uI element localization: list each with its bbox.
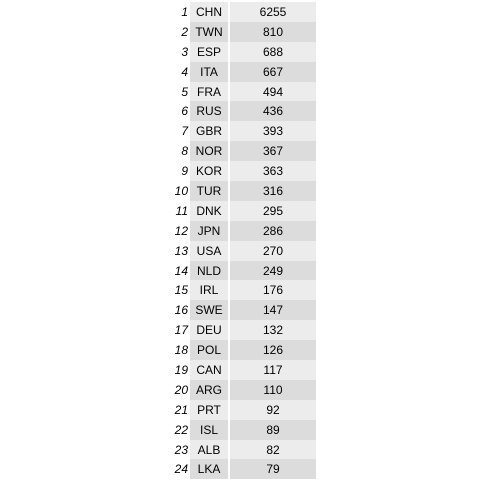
country-code-cell: IRL — [190, 280, 228, 301]
ranking-table: 1 CHN 6255 2 TWN 810 3 ESP 688 4 ITA 667 5 FRA 494 6 RUS… — [166, 2, 316, 480]
table-row: 6 RUS 436 — [166, 101, 316, 122]
value-cell: 810 — [230, 21, 316, 42]
country-code-cell: FRA — [190, 81, 228, 102]
table-row: 21 PRT 92 — [166, 399, 316, 420]
rank-cell: 20 — [174, 382, 188, 397]
rank-cell: 24 — [174, 462, 188, 477]
country-code-cell: LKA — [190, 459, 228, 480]
table-row: 7 GBR 393 — [166, 121, 316, 142]
country-code-cell: ARG — [190, 379, 228, 400]
country-code-cell: JPN — [190, 220, 228, 241]
rank-cell: 4 — [181, 64, 188, 79]
country-code-cell: NOR — [190, 141, 228, 162]
country-code-cell: CHN — [190, 2, 228, 22]
table-row: 11 DNK 295 — [166, 200, 316, 221]
table-row: 14 NLD 249 — [166, 260, 316, 281]
country-code-cell: ISL — [190, 419, 228, 440]
rank-cell: 18 — [174, 343, 188, 358]
value-cell: 92 — [230, 399, 316, 420]
rank-cell: 14 — [174, 263, 188, 278]
table-row: 16 SWE 147 — [166, 300, 316, 321]
value-cell: 494 — [230, 81, 316, 102]
table-row: 12 JPN 286 — [166, 220, 316, 241]
table-row: 9 KOR 363 — [166, 161, 316, 182]
table-row: 5 FRA 494 — [166, 81, 316, 102]
table-row: 1 CHN 6255 — [166, 2, 316, 22]
value-cell: 667 — [230, 61, 316, 82]
table-row: 24 LKA 79 — [166, 459, 316, 480]
rank-cell: 1 — [181, 4, 188, 19]
value-cell: 6255 — [230, 2, 316, 22]
rank-cell: 6 — [181, 104, 188, 119]
table-row: 13 USA 270 — [166, 240, 316, 261]
rank-cell: 17 — [174, 323, 188, 338]
country-code-cell: POL — [190, 340, 228, 361]
value-cell: 286 — [230, 220, 316, 241]
rank-cell: 22 — [174, 422, 188, 437]
table-row: 20 ARG 110 — [166, 379, 316, 400]
rank-cell: 21 — [174, 402, 188, 417]
table-row: 23 ALB 82 — [166, 439, 316, 460]
rank-cell: 11 — [175, 203, 188, 218]
value-cell: 249 — [230, 260, 316, 281]
country-code-cell: SWE — [190, 300, 228, 321]
country-code-cell: NLD — [190, 260, 228, 281]
rank-cell: 10 — [174, 183, 188, 198]
value-cell: 82 — [230, 439, 316, 460]
country-code-cell: ITA — [190, 61, 228, 82]
rank-cell: 7 — [181, 124, 188, 139]
rank-cell: 19 — [174, 362, 188, 377]
table-row: 4 ITA 667 — [166, 61, 316, 82]
country-code-cell: TUR — [190, 181, 228, 201]
value-cell: 393 — [230, 121, 316, 142]
value-cell: 436 — [230, 101, 316, 122]
value-cell: 363 — [230, 161, 316, 182]
value-cell: 126 — [230, 340, 316, 361]
value-cell: 367 — [230, 141, 316, 162]
value-cell: 110 — [230, 379, 316, 400]
table-row: 22 ISL 89 — [166, 419, 316, 440]
value-cell: 176 — [230, 280, 316, 301]
country-code-cell: PRT — [190, 399, 228, 420]
country-code-cell: KOR — [190, 161, 228, 182]
value-cell: 295 — [230, 200, 316, 221]
value-cell: 688 — [230, 41, 316, 62]
table-row: 8 NOR 367 — [166, 141, 316, 162]
table-row: 18 POL 126 — [166, 340, 316, 361]
country-code-cell: USA — [190, 240, 228, 261]
value-cell: 79 — [230, 459, 316, 480]
table-row: 2 TWN 810 — [166, 21, 316, 42]
country-code-cell: ESP — [190, 41, 228, 62]
rank-cell: 3 — [181, 44, 188, 59]
country-code-cell: ALB — [190, 439, 228, 460]
rank-cell: 16 — [174, 303, 188, 318]
rank-cell: 5 — [181, 84, 188, 99]
table-row: 3 ESP 688 — [166, 41, 316, 62]
table-row: 15 IRL 176 — [166, 280, 316, 301]
value-cell: 316 — [230, 181, 316, 201]
table-row: 19 CAN 117 — [166, 360, 316, 380]
rank-cell: 23 — [174, 442, 188, 457]
country-code-cell: DEU — [190, 320, 228, 341]
rank-cell: 13 — [174, 243, 188, 258]
rank-cell: 12 — [174, 223, 188, 238]
rank-cell: 9 — [181, 164, 188, 179]
country-code-cell: CAN — [190, 360, 228, 380]
country-code-cell: GBR — [190, 121, 228, 142]
value-cell: 147 — [230, 300, 316, 321]
rank-cell: 8 — [181, 144, 188, 159]
value-cell: 270 — [230, 240, 316, 261]
table-row: 10 TUR 316 — [166, 181, 316, 201]
value-cell: 132 — [230, 320, 316, 341]
country-code-cell: DNK — [190, 200, 228, 221]
rank-cell: 15 — [174, 283, 188, 298]
value-cell: 117 — [230, 360, 316, 380]
country-code-cell: TWN — [190, 21, 228, 42]
value-cell: 89 — [230, 419, 316, 440]
table-row: 17 DEU 132 — [166, 320, 316, 341]
rank-cell: 2 — [181, 24, 188, 39]
country-code-cell: RUS — [190, 101, 228, 122]
